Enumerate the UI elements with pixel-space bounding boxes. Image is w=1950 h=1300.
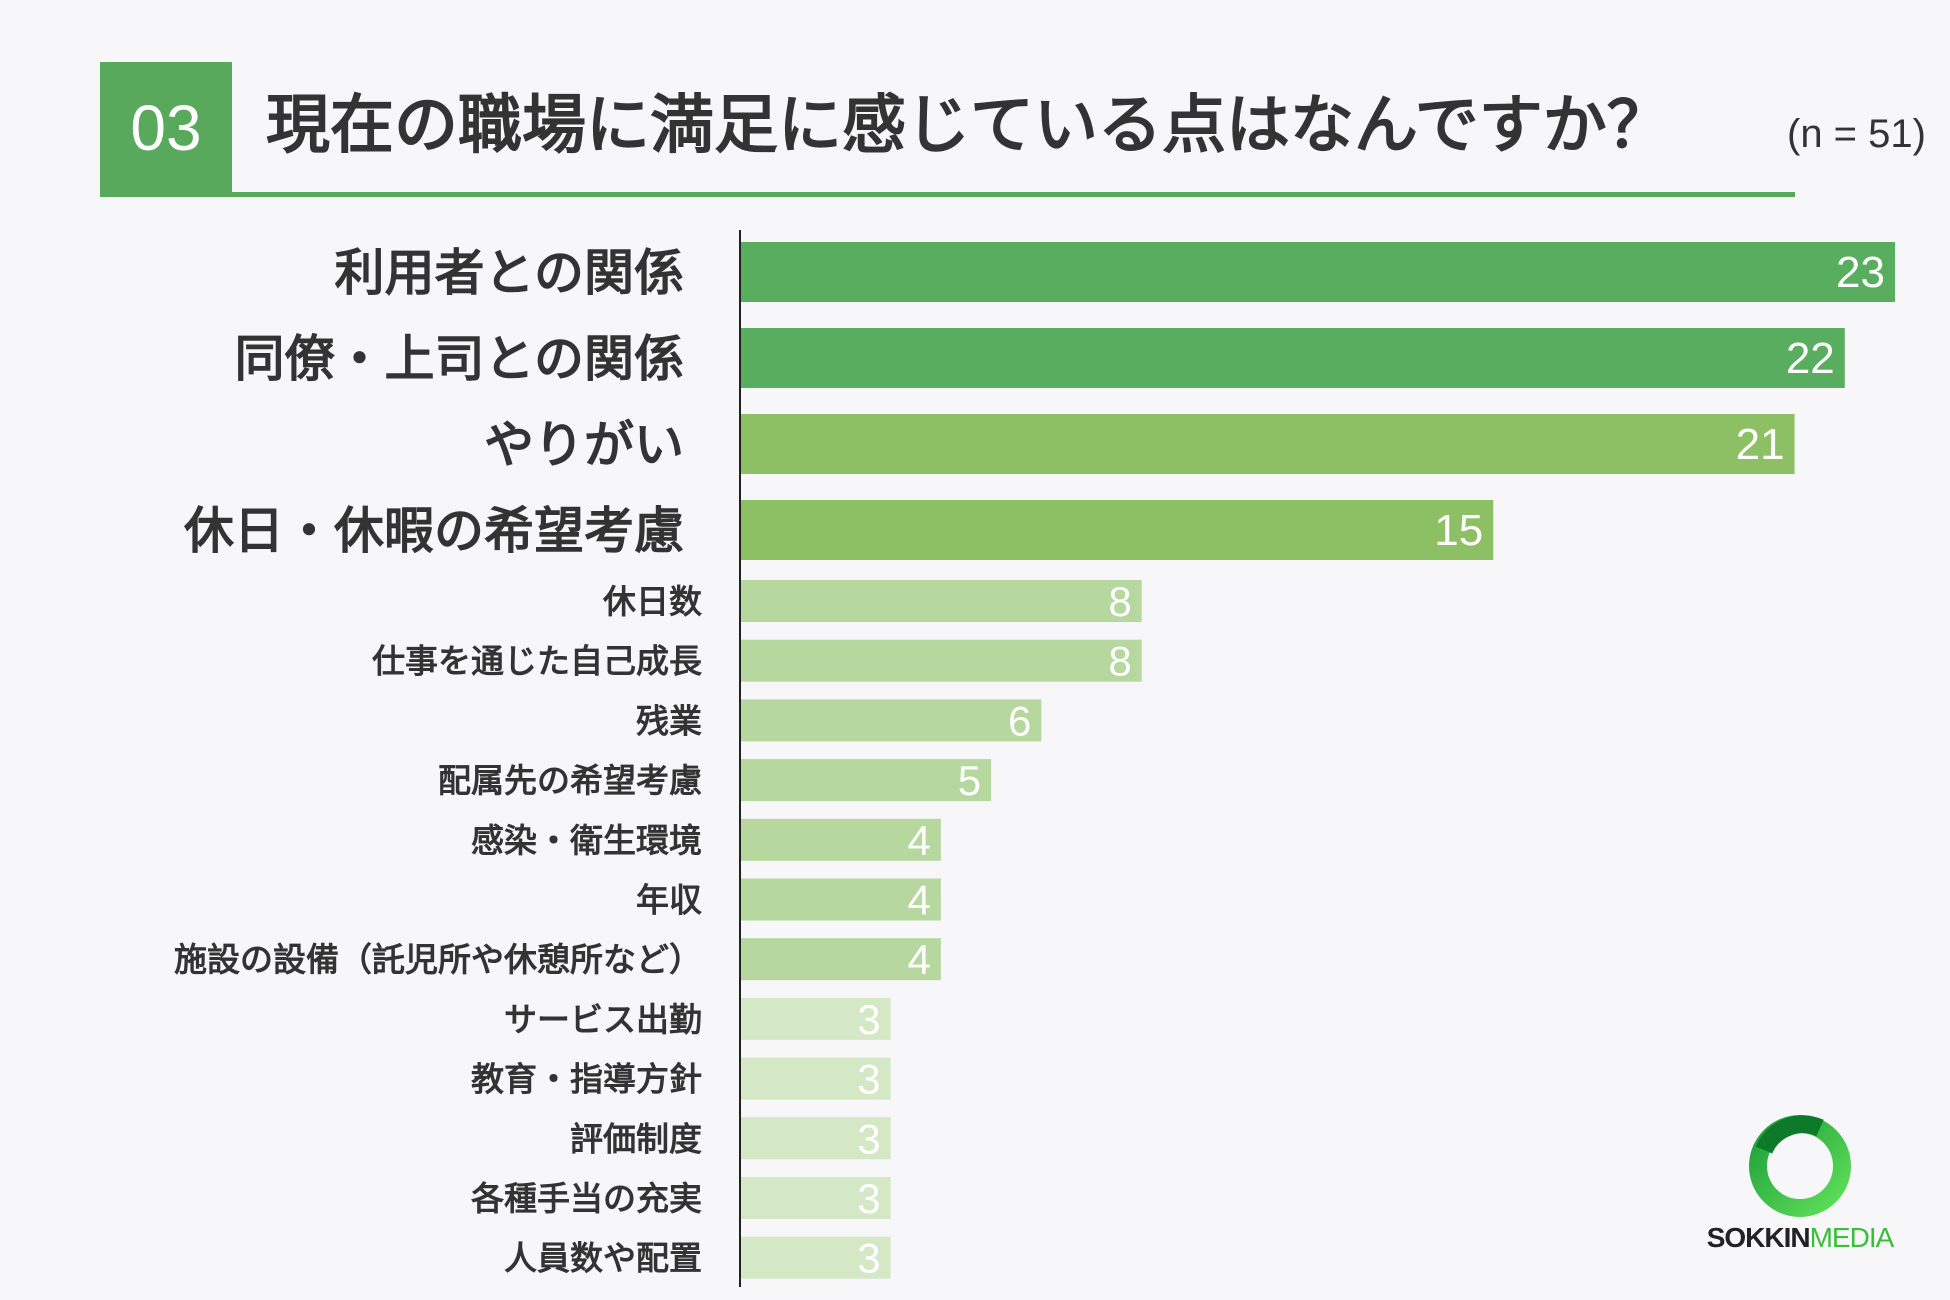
category-label-5: 休日数 [602, 582, 703, 621]
bar-15 [740, 1177, 891, 1219]
category-label-6: 仕事を通じた自己成長 [372, 642, 703, 681]
bar-value-label-3: 21 [1736, 420, 1785, 469]
sokkin-media-logo: SOKKINMEDIA [1700, 1110, 1930, 1260]
bar-value-label-1: 23 [1836, 248, 1885, 297]
category-label-8: 配属先の希望考慮 [438, 761, 702, 800]
category-label-13: 教育・指導方針 [471, 1060, 702, 1099]
bar-value-label-5: 8 [1108, 578, 1131, 625]
ring-logo-icon [1749, 1115, 1851, 1217]
bar-value-label-2: 22 [1786, 334, 1835, 383]
logo-text-sokkin: SOKKIN [1706, 1222, 1811, 1253]
category-label-14: 評価制度 [570, 1119, 702, 1158]
category-label-3: やりがい [484, 416, 684, 474]
category-label-15: 各種手当の充実 [470, 1179, 702, 1218]
bar-9 [740, 818, 941, 861]
bar-4 [740, 500, 1494, 560]
question-number-badge: 03 [100, 62, 232, 194]
bar-10 [740, 878, 941, 921]
bar-value-label-8: 5 [958, 757, 981, 804]
bar-value-label-6: 8 [1108, 638, 1131, 685]
category-label-9: 感染・衛生環境 [471, 821, 702, 860]
bar-5 [740, 580, 1142, 622]
bar-13 [740, 1057, 891, 1100]
question-number: 03 [130, 92, 202, 164]
bar-12 [740, 997, 891, 1040]
bar-7 [740, 699, 1042, 742]
title-underline [100, 192, 1795, 197]
bar-value-label-14: 3 [857, 1115, 880, 1162]
logo-text-media: MEDIA [1809, 1222, 1895, 1253]
category-label-16: 人員数や配置 [504, 1239, 702, 1278]
bar-6 [740, 639, 1142, 682]
bar-16 [740, 1236, 891, 1279]
bar-1 [740, 242, 1895, 302]
bar-8 [740, 759, 992, 802]
category-label-7: 残業 [636, 701, 702, 740]
logo-wordmark: SOKKINMEDIA [1700, 1222, 1900, 1254]
bar-value-label-13: 3 [857, 1056, 880, 1103]
bar-value-label-16: 3 [857, 1235, 880, 1282]
chart-title: 現在の職場に満足に感じている点はなんですか？ [266, 89, 1671, 163]
bar-value-label-9: 4 [908, 817, 931, 864]
bar-value-label-12: 3 [857, 996, 880, 1043]
bar-value-label-11: 4 [908, 936, 931, 983]
sample-size: (n = 51) [1787, 112, 1926, 156]
category-label-11: 施設の設備（託児所や休憩所など） [174, 940, 702, 979]
bar-2 [740, 328, 1845, 388]
bar-value-label-7: 6 [1008, 697, 1031, 744]
bar-value-label-4: 15 [1434, 506, 1483, 555]
bar-14 [740, 1117, 891, 1160]
category-label-12: サービス出勤 [504, 1000, 702, 1039]
bar-value-label-10: 4 [908, 877, 931, 924]
category-label-4: 休日・休暇の希望考慮 [183, 502, 684, 560]
bar-11 [740, 938, 941, 981]
bar-3 [740, 414, 1795, 474]
bar-value-label-15: 3 [857, 1175, 880, 1222]
category-label-1: 利用者との関係 [335, 244, 685, 302]
category-label-2: 同僚・上司との関係 [235, 330, 685, 388]
category-label-10: 年収 [636, 881, 703, 920]
